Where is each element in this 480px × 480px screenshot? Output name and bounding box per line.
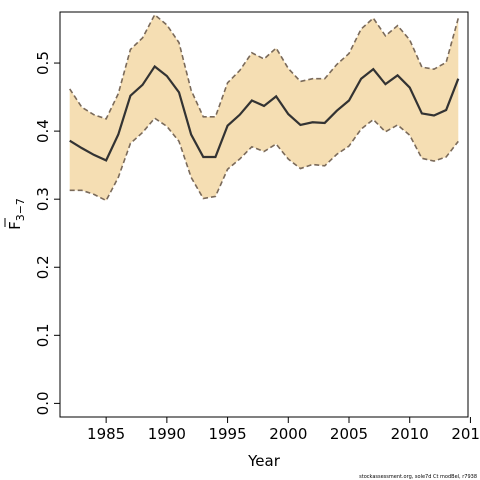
y-tick-label: 0.3: [34, 187, 52, 211]
y-tick-label: 0.0: [34, 391, 52, 415]
x-tick-label: 2010: [391, 425, 429, 443]
x-tick-label: 2015: [451, 425, 480, 443]
x-axis: 1985 1990 1995 2000 2005 2010 2015: [87, 417, 480, 443]
x-tick-label: 1985: [87, 425, 125, 443]
x-tick-label: 2005: [330, 425, 368, 443]
y-axis-title-main: F: [6, 221, 24, 230]
y-axis-title: F3−7: [6, 198, 27, 230]
x-tick-label: 1990: [148, 425, 186, 443]
lower-bound-line: [69, 117, 459, 202]
plot-frame: [59, 11, 469, 418]
y-axis: 0.0 0.1 0.2 0.3 0.4 0.5: [34, 51, 60, 415]
plot-area: [69, 13, 460, 202]
y-axis-title-group: F3−7: [4, 198, 27, 230]
x-tick-label: 1995: [208, 425, 246, 443]
y-tick-label: 0.5: [34, 51, 52, 75]
upper-bound-line: [69, 13, 460, 120]
footer-credit: stockassessment.org, sole7d Ct modBel, r…: [359, 474, 477, 480]
x-axis-title: Year: [247, 452, 281, 470]
y-tick-label: 0.4: [34, 119, 52, 143]
y-tick-label: 0.2: [34, 255, 52, 279]
confidence-band: [69, 14, 459, 201]
y-tick-label: 0.1: [34, 323, 52, 347]
estimate-line: [69, 64, 460, 162]
x-tick-label: 2000: [269, 425, 307, 443]
y-axis-title-subscript: 3−7: [14, 198, 27, 221]
